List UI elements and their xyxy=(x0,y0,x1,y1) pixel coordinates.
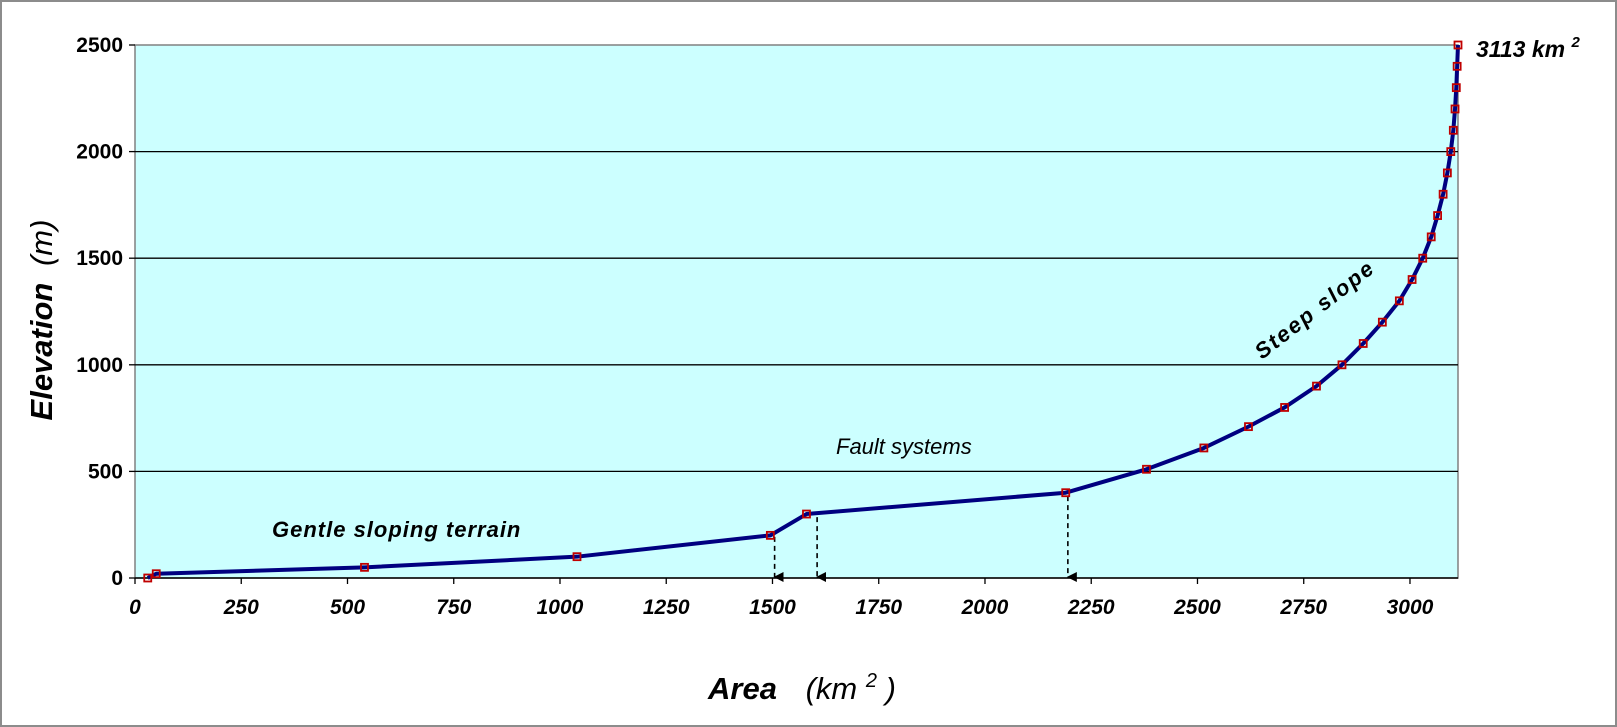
x-axis-label-unit: (km xyxy=(806,671,858,706)
y-axis-ticks: 0 500 1000 1500 2000 2500 xyxy=(76,34,135,590)
data-point xyxy=(1142,464,1151,474)
data-point xyxy=(1453,40,1463,50)
y-tick-label: 1000 xyxy=(76,354,123,377)
annotation-total-area-sup: 2 xyxy=(1570,34,1580,51)
x-axis-ticks: 0 250 500 750 1000 1250 1500 1750 2000 2250 2500 27… xyxy=(129,577,1458,619)
x-tick-label: 1250 xyxy=(643,596,690,619)
data-point xyxy=(1433,211,1443,220)
data-point xyxy=(1199,443,1209,453)
x-tick-label: 1500 xyxy=(749,596,796,619)
data-point xyxy=(1394,296,1404,306)
data-point xyxy=(151,569,161,579)
y-tick-label: 0 xyxy=(111,567,123,590)
data-point xyxy=(1450,104,1460,114)
data-point xyxy=(572,552,582,562)
data-point xyxy=(143,573,153,583)
x-tick-label: 2750 xyxy=(1279,596,1327,619)
series-markers xyxy=(143,40,1463,583)
x-tick-label: 1000 xyxy=(537,596,584,619)
data-point xyxy=(1426,232,1436,242)
annotation-gentle: Gentle sloping terrain xyxy=(272,517,521,542)
fault-arrows xyxy=(773,496,1077,582)
gridlines xyxy=(135,150,1458,473)
data-point xyxy=(1377,317,1387,327)
series-line xyxy=(146,44,1460,580)
data-point xyxy=(360,562,369,572)
x-tick-label: 2000 xyxy=(961,596,1009,619)
data-point xyxy=(1407,275,1417,284)
x-tick-label: 250 xyxy=(223,596,259,619)
annotation-fault: Fault systems xyxy=(836,434,972,459)
data-point xyxy=(1446,147,1456,157)
plot-area xyxy=(134,44,1459,579)
y-axis-label-main: Elevation xyxy=(24,283,59,421)
data-point xyxy=(1452,61,1462,71)
x-axis-label-unit-sup: 2 xyxy=(865,670,877,692)
data-point xyxy=(1280,403,1290,412)
data-point xyxy=(802,509,811,519)
data-point xyxy=(1244,422,1253,432)
data-point xyxy=(1442,168,1452,178)
y-tick-label: 500 xyxy=(88,460,123,483)
y-tick-label: 2000 xyxy=(76,141,123,164)
data-point xyxy=(1438,189,1448,199)
data-point xyxy=(1358,339,1368,348)
x-tick-label: 500 xyxy=(330,596,365,619)
x-tick-label: 3000 xyxy=(1387,596,1434,619)
data-point xyxy=(1451,83,1461,93)
data-point xyxy=(1312,381,1321,391)
data-point xyxy=(1337,360,1347,370)
annotation-total-area: 3113 km 2 xyxy=(1476,34,1580,62)
x-axis-label: Area (km 2 ) xyxy=(707,659,896,706)
x-axis-label-unit-close: ) xyxy=(882,671,896,706)
x-tick-label: 2500 xyxy=(1173,596,1221,619)
y-axis-label: Elevation (m) xyxy=(24,220,59,421)
x-axis-label-main: Area xyxy=(707,671,777,706)
data-point xyxy=(1448,125,1458,135)
y-tick-label: 2500 xyxy=(76,34,123,57)
data-point xyxy=(1418,253,1428,263)
x-tick-label: 0 xyxy=(129,596,141,619)
y-axis-label-unit: (m) xyxy=(24,220,59,266)
data-point xyxy=(765,530,775,540)
annotation-total-area-text: 3113 km xyxy=(1476,36,1565,62)
x-tick-label: 2250 xyxy=(1067,596,1115,619)
x-tick-label: 1750 xyxy=(855,596,902,619)
data-point xyxy=(1061,488,1071,498)
x-tick-label: 750 xyxy=(436,596,471,619)
y-tick-label: 1500 xyxy=(76,247,123,270)
